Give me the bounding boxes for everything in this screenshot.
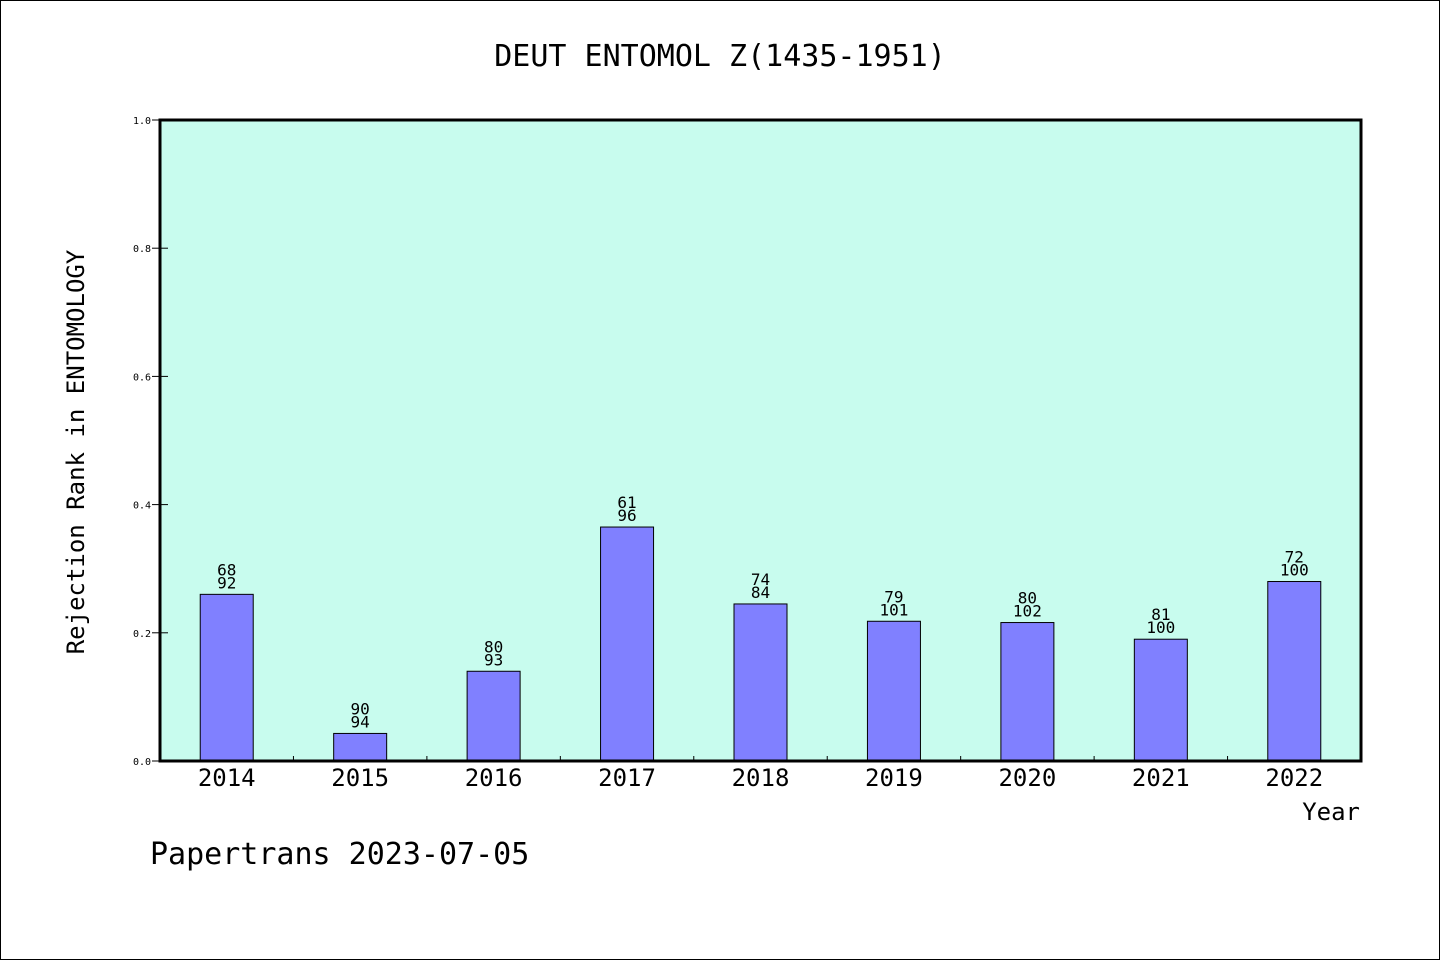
bar-2020 <box>1000 622 1055 762</box>
bar-label-bottom: 100 <box>1146 618 1175 637</box>
y-axis-label: Rejection Rank in ENTOMOLOGY <box>62 249 90 654</box>
bar-label-bottom: 101 <box>879 600 908 619</box>
bar-label-top: 90 <box>351 699 370 718</box>
bar-label-bottom: 94 <box>351 712 370 731</box>
x-tick-label: 2016 <box>465 764 523 792</box>
x-tick-label: 2020 <box>998 764 1056 792</box>
bars-group <box>199 526 1322 762</box>
x-axis: 2014 2015 2016 2017 2018 2019 2020 2021 2022 <box>198 756 1323 792</box>
bar-2016 <box>466 670 521 762</box>
bar-label-bottom: 84 <box>751 583 770 602</box>
bar-label-top: 81 <box>1151 605 1170 624</box>
bar-label-top: 79 <box>884 587 903 606</box>
bar-label-top: 74 <box>751 570 770 589</box>
bar-label-bottom: 100 <box>1280 561 1309 580</box>
y-tick-label: 0.0 <box>133 757 151 768</box>
x-tick-label: 2014 <box>198 764 256 792</box>
bar-label-bottom: 92 <box>217 573 236 592</box>
bar-label-bottom: 93 <box>484 650 503 669</box>
bar-2018 <box>733 603 788 762</box>
bar-label-top: 72 <box>1285 548 1304 567</box>
x-tick-label: 2022 <box>1265 764 1323 792</box>
footer-text: Papertrans 2023-07-05 <box>150 837 529 872</box>
plot-border <box>158 118 1363 763</box>
y-tick-label: 1.0 <box>133 116 151 127</box>
bar-label-bottom: 102 <box>1013 602 1042 621</box>
y-tick-label: 0.8 <box>133 244 151 255</box>
bar-2015 <box>333 732 388 762</box>
bar-2022 <box>1267 581 1322 762</box>
x-axis-label: Year <box>1302 798 1360 826</box>
y-tick-label: 0.4 <box>133 501 151 512</box>
y-tick-label: 0.6 <box>133 372 151 383</box>
x-tick-label: 2021 <box>1132 764 1190 792</box>
y-tick-label: 0.2 <box>133 629 151 640</box>
bar-2021 <box>1133 638 1188 762</box>
bar-2014 <box>199 593 254 762</box>
chart-title: DEUT ENTOMOL Z(1435-1951) <box>494 39 946 74</box>
bar-label-top: 80 <box>484 637 503 656</box>
x-tick-label: 2015 <box>331 764 389 792</box>
x-tick-label: 2017 <box>598 764 656 792</box>
bar-label-bottom: 96 <box>617 506 636 525</box>
x-tick-label: 2018 <box>732 764 790 792</box>
bar-label-top: 68 <box>217 560 236 579</box>
bar-label-top: 80 <box>1018 589 1037 608</box>
bar-2019 <box>866 620 921 762</box>
bar-2017 <box>600 526 655 762</box>
x-tick-label: 2019 <box>865 764 923 792</box>
bar-label-top: 61 <box>617 493 636 512</box>
